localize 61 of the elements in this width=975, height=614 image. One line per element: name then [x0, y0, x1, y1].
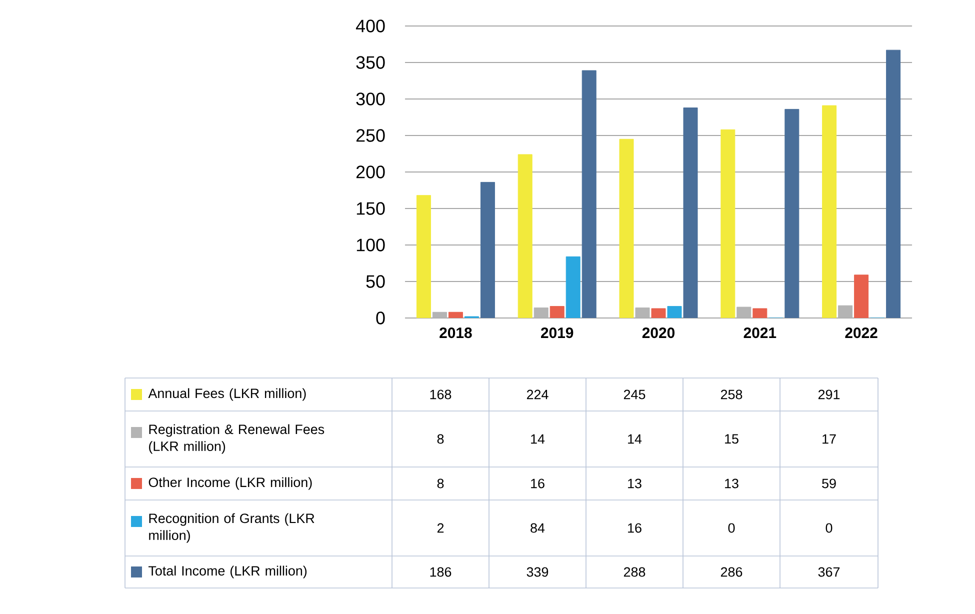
legend-label: Total Income (LKR million): [148, 566, 307, 578]
bar: [838, 305, 853, 318]
data-label: 245: [624, 390, 646, 400]
data-label: 14: [628, 434, 642, 444]
bar: [432, 312, 447, 318]
y-tick-label: 200: [356, 166, 385, 178]
data-label: 291: [818, 390, 840, 400]
legend-label: Registration & Renewal Fees (LKR million): [149, 424, 324, 454]
bar: [534, 308, 548, 318]
x-tick-label: 2020: [642, 328, 674, 338]
data-label: 15: [725, 434, 738, 444]
y-tick-label: 400: [356, 20, 385, 32]
bar: [448, 312, 463, 318]
bar: [822, 105, 837, 318]
data-label: 339: [526, 567, 548, 577]
data-label: 288: [624, 567, 646, 577]
data-label: 13: [628, 478, 642, 488]
x-tick-label: 2018: [440, 328, 472, 338]
data-label: 0: [826, 523, 832, 533]
bar: [518, 154, 532, 318]
bar: [619, 138, 634, 318]
data-label: 286: [720, 567, 742, 577]
y-tick-label: 150: [356, 202, 385, 215]
x-tick-label: 2021: [744, 328, 776, 338]
data-label: 16: [628, 523, 642, 533]
y-tick-label: 250: [356, 129, 385, 142]
bar: [752, 308, 768, 318]
bar: [550, 306, 564, 318]
bar: [667, 306, 682, 318]
bar: [566, 256, 580, 318]
data-label: 16: [531, 478, 544, 488]
data-label: 8: [437, 478, 444, 488]
bar: [854, 274, 869, 318]
data-label: 0: [728, 523, 735, 533]
bar: [635, 308, 650, 318]
data-label: 168: [430, 390, 452, 400]
data-label: 224: [526, 390, 548, 400]
bar: [416, 195, 431, 318]
y-tick-label: 0: [376, 312, 385, 324]
legend-label: Recognition of Grants (LKR million): [149, 513, 314, 543]
data-label: 14: [531, 434, 545, 444]
data-label: 84: [530, 523, 545, 533]
data-label: 186: [430, 567, 452, 577]
bar: [736, 306, 752, 318]
data-label: 2: [437, 523, 444, 533]
data-label: 258: [720, 390, 742, 400]
data-label: 8: [437, 434, 444, 444]
data-label: 17: [822, 434, 836, 444]
y-tick-label: 300: [356, 92, 385, 106]
y-tick-label: 50: [366, 275, 385, 288]
y-tick-label: 100: [356, 238, 385, 252]
x-tick-label: 2019: [541, 328, 574, 338]
data-label: 13: [725, 478, 738, 488]
data-label: 59: [822, 478, 836, 488]
data-label: 367: [818, 567, 840, 577]
bar: [720, 129, 736, 318]
bar: [651, 308, 666, 318]
legend-label: Annual Fees (LKR million): [148, 388, 306, 401]
y-tick-label: 350: [356, 56, 385, 69]
legend-label: Other Income (LKR million): [148, 477, 312, 490]
x-tick-label: 2022: [845, 328, 878, 338]
